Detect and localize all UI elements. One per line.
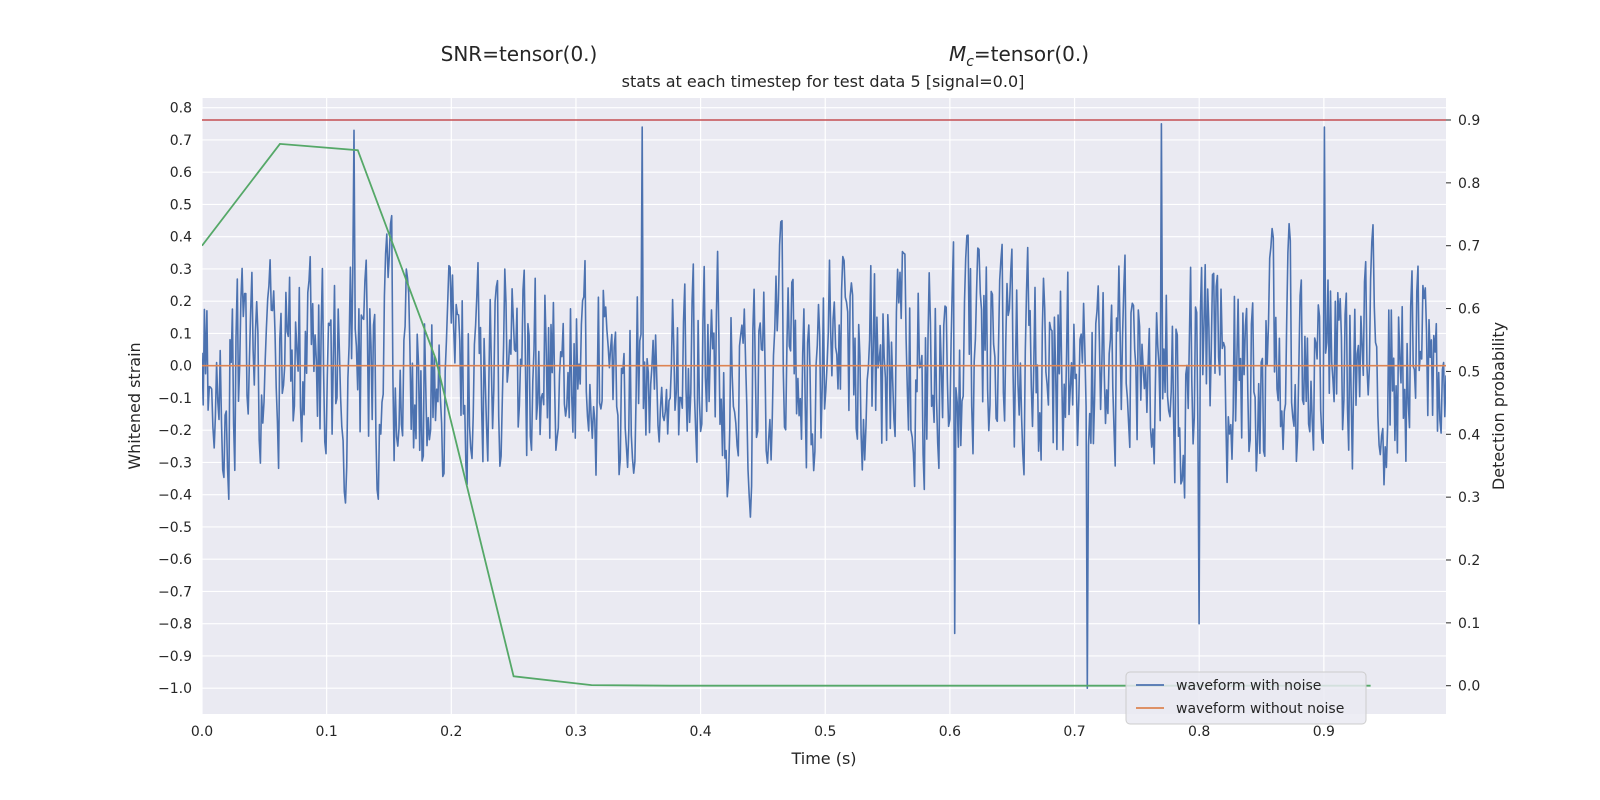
y2-tick-label: 0.3 <box>1458 490 1480 506</box>
y2-tick-label: 0.2 <box>1458 553 1480 569</box>
y2-tick-label: 0.6 <box>1458 302 1480 318</box>
x-tick-label: 0.6 <box>939 724 961 740</box>
x-tick-label: 0.0 <box>191 724 213 740</box>
x-tick-label: 0.3 <box>565 724 587 740</box>
y-tick-label: −0.4 <box>158 488 192 504</box>
y2-axis-label: Detection probability <box>1489 322 1508 490</box>
x-tick-label: 0.9 <box>1313 724 1335 740</box>
y2-tick-label: 0.9 <box>1458 113 1480 129</box>
y2-tick-label: 0.1 <box>1458 616 1480 632</box>
y-tick-label: 0.6 <box>170 165 192 181</box>
y-tick-label: −0.2 <box>158 423 192 439</box>
y-tick-label: −0.6 <box>158 552 192 568</box>
x-tick-label: 0.4 <box>689 724 711 740</box>
tick-labels: 0.0 0.1 0.2 0.3 0.4 0.5 0.6 0.7 0.8 0.9 0.8 0.7 0.6 0… <box>158 101 1480 740</box>
x-axis-label: Time (s) <box>790 749 856 768</box>
series-waveform-with-noise <box>202 123 1446 690</box>
y-tick-label: −1.0 <box>158 681 192 697</box>
y2-tick-label: 0.7 <box>1458 239 1480 255</box>
y-tick-label: 0.0 <box>170 359 192 375</box>
y-axis-label: Whitened strain <box>125 342 144 469</box>
legend-box <box>1125 671 1367 725</box>
legend: waveform with noise waveform without noi… <box>1125 671 1367 725</box>
x-tick-label: 0.8 <box>1188 724 1210 740</box>
y2-tick-label: 0.4 <box>1458 427 1480 443</box>
y-tick-label: 0.8 <box>170 101 192 117</box>
y-tick-label: 0.7 <box>170 133 192 149</box>
y-tick-label: 0.1 <box>170 326 192 342</box>
x-tick-label: 0.1 <box>316 724 338 740</box>
x-tick-label: 0.2 <box>440 724 462 740</box>
y-tick-label: −0.9 <box>158 649 192 665</box>
y-tick-label: −0.3 <box>158 455 192 471</box>
y-tick-label: 0.3 <box>170 262 192 278</box>
legend-label-clean: waveform without noise <box>1176 701 1344 717</box>
y-tick-label: −0.1 <box>158 391 192 407</box>
y-tick-label: 0.4 <box>170 230 192 246</box>
y2-tick-label: 0.0 <box>1458 679 1480 695</box>
y-tick-label: 0.2 <box>170 294 192 310</box>
y-tick-label: 0.5 <box>170 197 192 213</box>
snr-title: SNR=tensor(0.) <box>441 42 598 66</box>
y-tick-label: −0.7 <box>158 584 192 600</box>
y-tick-label: −0.8 <box>158 617 192 633</box>
x-tick-label: 0.5 <box>814 724 836 740</box>
x-tick-label: 0.7 <box>1063 724 1085 740</box>
y-tick-label: −0.5 <box>158 520 192 536</box>
mc-title: Mc=tensor(0.) <box>949 42 1089 70</box>
legend-label-noise: waveform with noise <box>1176 678 1321 694</box>
chart-subtitle: stats at each timestep for test data 5 [… <box>622 72 1025 91</box>
y2-tick-label: 0.5 <box>1458 364 1480 380</box>
y2-tick-label: 0.8 <box>1458 176 1480 192</box>
